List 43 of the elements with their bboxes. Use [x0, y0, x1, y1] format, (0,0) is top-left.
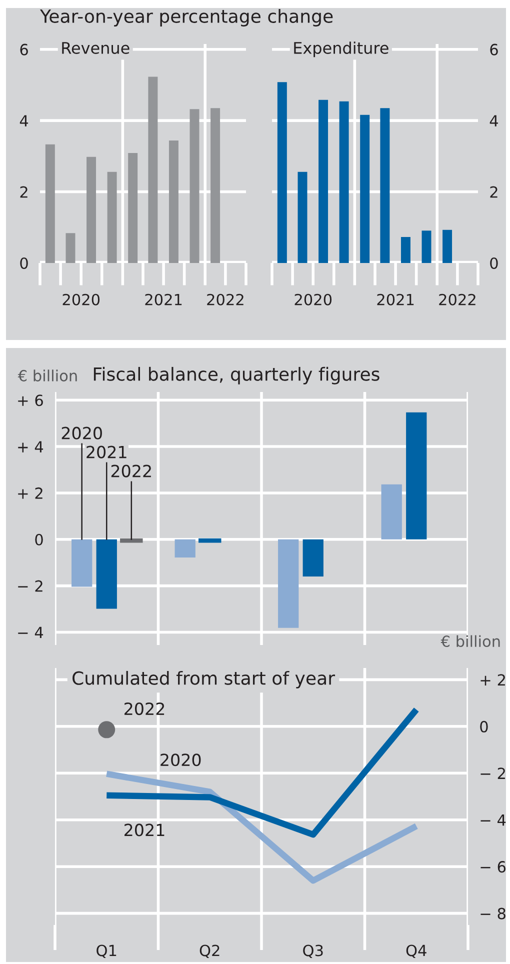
x-tick-label: 2021 — [377, 294, 414, 306]
x-tick-label: 2020 — [62, 294, 100, 306]
y-tick-label: − 2 — [18, 580, 42, 592]
x-tick-label: 2022 — [439, 294, 476, 306]
chart-title: Year-on-year percentage change — [40, 9, 333, 26]
y-tick-label: 6 — [20, 44, 28, 56]
y-tick-label: − 4 — [18, 626, 44, 638]
y2-tick-label: − 2 — [480, 768, 505, 779]
series-label: 2020 — [160, 754, 201, 766]
x-tick-label: Q4 — [406, 944, 426, 958]
chart-subtitle: Revenue — [62, 42, 130, 54]
y2-tick-label: 6 — [490, 44, 498, 56]
y2-axis-title: € billion — [440, 635, 500, 648]
y2-tick-label: 0 — [480, 720, 488, 732]
x-tick-label: Q2 — [200, 944, 220, 958]
y2-tick-label: − 4 — [480, 814, 506, 826]
y-tick-label: 0 — [35, 534, 43, 546]
chart-subtitle: Expenditure — [294, 42, 388, 58]
text: 2022 — [111, 464, 151, 478]
y-tick-label: 0 — [20, 257, 28, 270]
x-tick-label: 2021 — [145, 294, 182, 306]
y-tick-label: 2 — [20, 186, 28, 198]
series-label: 2022 — [124, 702, 164, 716]
y2-tick-label: 2 — [490, 186, 498, 198]
y2-tick-label: + 2 — [480, 674, 505, 686]
x-tick-label: Q3 — [303, 944, 323, 958]
text: 2021 — [86, 446, 126, 458]
y2-tick-label: 4 — [490, 115, 498, 126]
y-axis-title: € billion — [18, 370, 77, 382]
y2-tick-label: − 8 — [480, 908, 506, 920]
y2-tick-label: − 6 — [480, 861, 506, 873]
chart-title: Cumulated from start of year — [72, 670, 336, 688]
y-tick-label: + 4 — [18, 441, 44, 452]
text: 2020 — [62, 426, 102, 440]
x-tick-label: 2020 — [294, 294, 332, 306]
series-label: 2021 — [124, 824, 164, 836]
chart-title: Fiscal balance, quarterly figures — [94, 366, 380, 384]
y-tick-label: + 2 — [18, 487, 42, 499]
x-tick-label: 2022 — [207, 294, 244, 306]
y-tick-label: + 6 — [18, 394, 43, 406]
y-tick-label: 4 — [20, 115, 28, 126]
x-tick-label: Q1 — [96, 944, 116, 958]
y2-tick-label: 0 — [490, 257, 498, 270]
